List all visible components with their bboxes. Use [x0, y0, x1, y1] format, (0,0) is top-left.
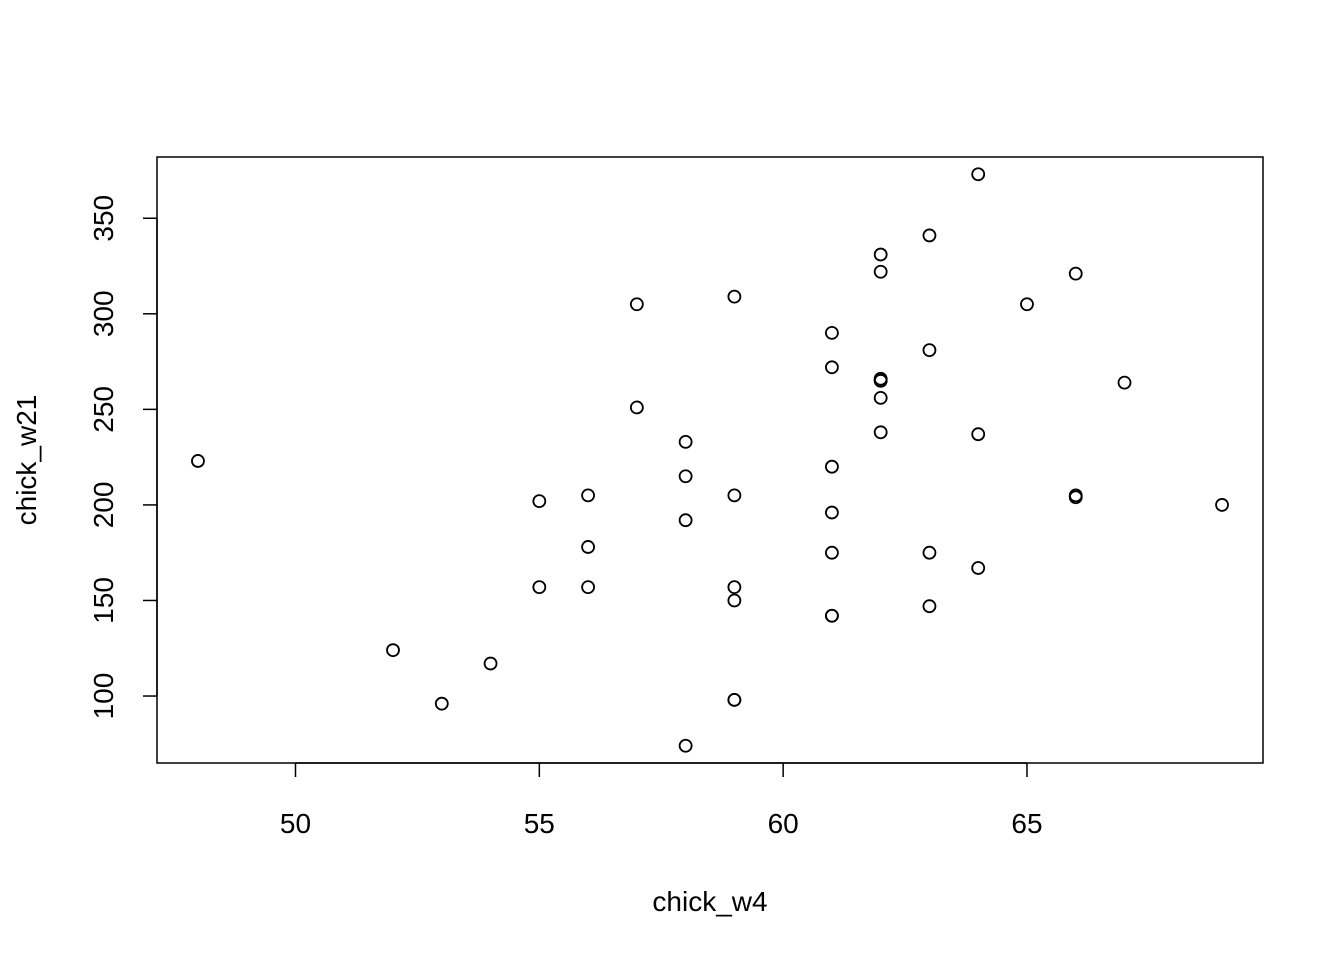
data-point: [483, 656, 498, 671]
data-point: [873, 390, 888, 405]
x-tick-label: 50: [280, 808, 311, 839]
data-point: [1068, 266, 1083, 281]
data-point: [678, 738, 693, 753]
data-point: [971, 167, 986, 182]
data-point: [727, 289, 742, 304]
data-point: [629, 297, 644, 312]
data-point: [191, 454, 205, 468]
x-tick-label: 60: [768, 808, 799, 839]
x-tick-label: 55: [524, 808, 555, 839]
y-tick-label: 200: [88, 482, 119, 529]
data-point: [873, 425, 888, 440]
data-point: [727, 692, 742, 707]
y-tick-label: 300: [88, 290, 119, 337]
data-point: [581, 488, 595, 503]
data-point: [825, 505, 839, 520]
data-point: [532, 494, 547, 508]
data-point: [825, 360, 839, 375]
data-point: [971, 561, 986, 575]
data-point: [825, 459, 839, 474]
data-point: [1117, 375, 1132, 390]
data-point: [922, 343, 937, 358]
data-points: [191, 167, 1229, 753]
data-point: [922, 599, 937, 614]
y-tick-label: 150: [88, 577, 119, 624]
data-point: [873, 373, 888, 388]
data-point: [727, 488, 742, 503]
data-point: [825, 545, 839, 560]
data-point: [678, 469, 693, 484]
data-point: [1068, 490, 1083, 505]
data-point: [629, 400, 644, 415]
data-point: [971, 427, 986, 442]
y-axis-title: chick_w21: [11, 395, 42, 526]
data-point: [532, 580, 547, 594]
data-point: [581, 580, 595, 594]
x-axis-title: chick_w4: [652, 886, 767, 917]
data-point: [678, 513, 693, 528]
data-point: [873, 264, 888, 279]
y-tick-label: 350: [88, 195, 119, 242]
x-tick-label: 65: [1011, 808, 1042, 839]
data-point: [386, 643, 400, 658]
y-tick-label: 250: [88, 386, 119, 433]
x-axis: 50 55 60 65: [280, 762, 1043, 839]
data-point: [727, 580, 742, 594]
data-point: [1215, 498, 1229, 512]
data-point: [727, 593, 742, 608]
y-axis: 100 150 200 250 300 350: [88, 195, 158, 720]
data-point: [581, 540, 595, 554]
data-point: [873, 247, 888, 262]
data-point: [922, 228, 937, 243]
data-point: [434, 696, 449, 711]
data-point: [825, 326, 839, 340]
data-point: [1020, 297, 1034, 312]
data-point: [678, 434, 693, 449]
y-tick-label: 100: [88, 673, 119, 720]
data-point: [922, 545, 937, 560]
data-point: [825, 608, 839, 623]
